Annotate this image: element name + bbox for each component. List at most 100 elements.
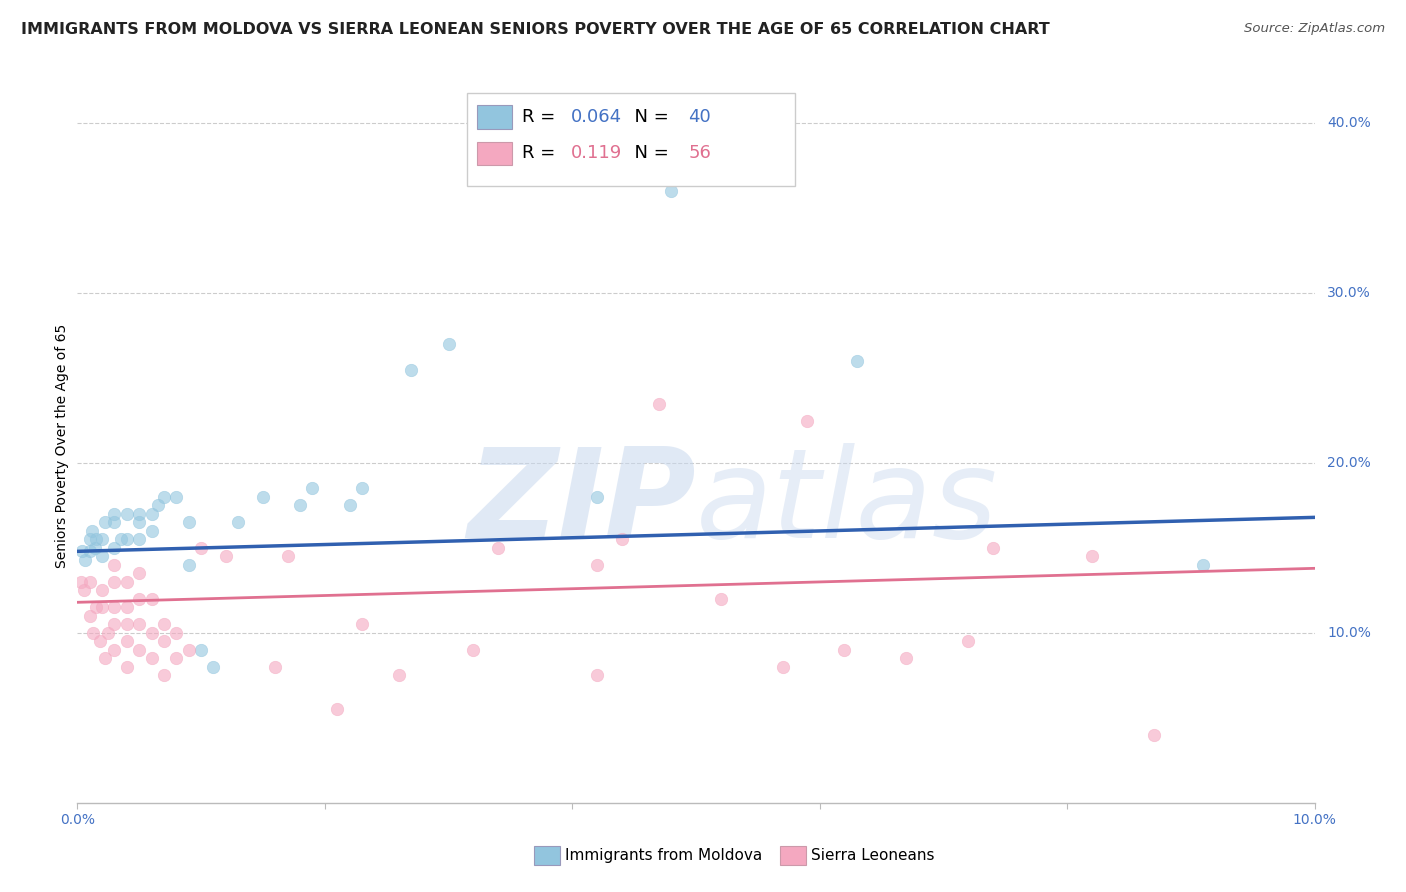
- Text: Source: ZipAtlas.com: Source: ZipAtlas.com: [1244, 22, 1385, 36]
- Point: [79, 533, 101, 547]
- Point: [128, 643, 150, 657]
- Point: [128, 591, 150, 606]
- Point: [772, 660, 794, 674]
- Point: [84, 533, 107, 547]
- Point: [128, 516, 150, 530]
- Point: [103, 541, 125, 555]
- Point: [72, 583, 94, 598]
- Point: [141, 591, 163, 606]
- Point: [190, 643, 212, 657]
- Point: [79, 608, 101, 623]
- Point: [103, 558, 125, 572]
- Text: Immigrants from Moldova: Immigrants from Moldova: [565, 848, 762, 863]
- Point: [103, 643, 125, 657]
- Point: [93, 651, 115, 665]
- Point: [115, 617, 138, 632]
- Text: N =: N =: [623, 108, 675, 126]
- Point: [957, 634, 980, 648]
- Point: [610, 533, 633, 547]
- Point: [84, 600, 107, 615]
- Point: [128, 533, 150, 547]
- Text: 20.0%: 20.0%: [1327, 456, 1371, 470]
- Point: [70, 574, 93, 589]
- Point: [981, 541, 1004, 555]
- Text: 40.0%: 40.0%: [1327, 116, 1371, 130]
- Point: [91, 533, 114, 547]
- Bar: [477, 105, 512, 128]
- Point: [796, 413, 818, 427]
- Bar: [477, 142, 512, 165]
- Point: [401, 362, 423, 376]
- Bar: [467, 93, 794, 186]
- Point: [288, 499, 311, 513]
- Point: [586, 558, 609, 572]
- Point: [103, 516, 125, 530]
- Point: [586, 668, 609, 682]
- Text: 10.0%: 10.0%: [1327, 626, 1371, 640]
- Point: [165, 651, 187, 665]
- Point: [659, 184, 682, 198]
- Point: [586, 490, 609, 504]
- Point: [103, 600, 125, 615]
- Point: [463, 643, 485, 657]
- Point: [141, 626, 163, 640]
- Point: [91, 549, 114, 564]
- Point: [339, 499, 361, 513]
- Point: [115, 574, 138, 589]
- Point: [177, 558, 200, 572]
- Text: 0.064: 0.064: [571, 108, 621, 126]
- Point: [128, 617, 150, 632]
- Point: [141, 524, 163, 538]
- Point: [301, 482, 323, 496]
- Point: [141, 651, 163, 665]
- Point: [437, 337, 460, 351]
- Point: [103, 617, 125, 632]
- Point: [350, 617, 373, 632]
- Point: [128, 566, 150, 581]
- Point: [153, 634, 176, 648]
- Point: [710, 591, 733, 606]
- Point: [153, 668, 176, 682]
- Point: [146, 499, 169, 513]
- Point: [110, 533, 132, 547]
- Point: [115, 600, 138, 615]
- Point: [388, 668, 411, 682]
- Text: R =: R =: [522, 108, 561, 126]
- Point: [165, 490, 187, 504]
- Point: [350, 482, 373, 496]
- Point: [72, 544, 94, 558]
- Point: [648, 396, 671, 410]
- Point: [128, 507, 150, 521]
- Text: atlas: atlas: [696, 442, 998, 564]
- Point: [153, 617, 176, 632]
- Point: [91, 583, 114, 598]
- Point: [215, 549, 238, 564]
- Point: [115, 660, 138, 674]
- Point: [83, 541, 105, 555]
- Point: [79, 574, 101, 589]
- Point: [177, 516, 200, 530]
- Point: [226, 516, 249, 530]
- Point: [896, 651, 918, 665]
- Point: [486, 541, 509, 555]
- Point: [1143, 728, 1166, 742]
- Point: [103, 574, 125, 589]
- Point: [141, 507, 163, 521]
- Text: ZIP: ZIP: [467, 442, 696, 564]
- Point: [277, 549, 299, 564]
- Point: [326, 702, 349, 716]
- Point: [1081, 549, 1104, 564]
- Y-axis label: Seniors Poverty Over the Age of 65: Seniors Poverty Over the Age of 65: [55, 324, 69, 568]
- Point: [79, 544, 101, 558]
- Point: [190, 541, 212, 555]
- Point: [97, 626, 120, 640]
- Point: [115, 533, 138, 547]
- Point: [1192, 558, 1215, 572]
- Point: [177, 643, 200, 657]
- Text: Sierra Leoneans: Sierra Leoneans: [811, 848, 935, 863]
- Point: [115, 507, 138, 521]
- Point: [202, 660, 225, 674]
- Text: IMMIGRANTS FROM MOLDOVA VS SIERRA LEONEAN SENIORS POVERTY OVER THE AGE OF 65 COR: IMMIGRANTS FROM MOLDOVA VS SIERRA LEONEA…: [21, 22, 1050, 37]
- Text: 0.119: 0.119: [571, 145, 623, 162]
- Point: [115, 634, 138, 648]
